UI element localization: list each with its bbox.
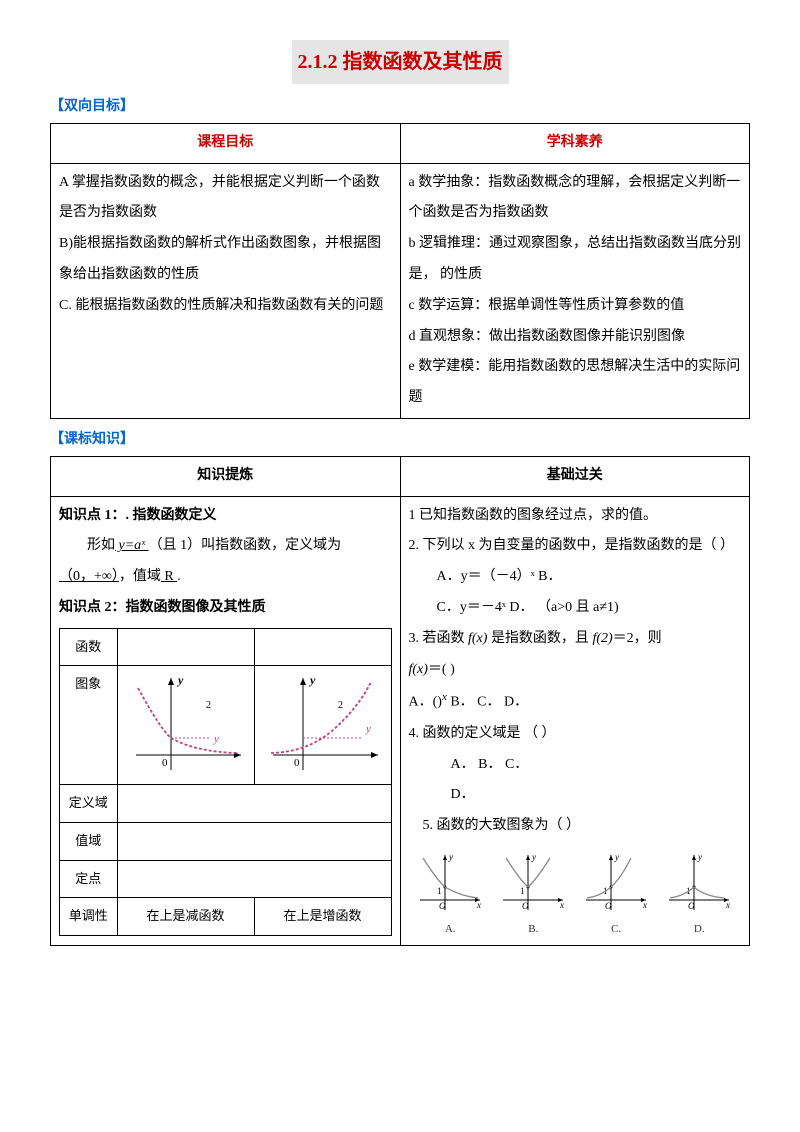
- section-2-label: 【课标知识】: [50, 425, 750, 456]
- svg-text:2: 2: [206, 700, 211, 711]
- q3-line2: f(x)＝( ): [409, 655, 742, 686]
- course-goal-cell: A 掌握指数函数的概念，并能根据定义判断一个函数是否为指数函数 B)能根据指数函…: [51, 163, 401, 418]
- opt-d-label: D.: [694, 917, 705, 941]
- row-point: 定点: [60, 860, 118, 898]
- kp1-formula: y=aˣ: [115, 538, 149, 553]
- q3-l2-end: ＝( ): [428, 662, 455, 677]
- graph-decreasing: y 0 y 2: [117, 666, 254, 785]
- q3-end: ＝2，则: [613, 631, 662, 646]
- row-increasing: 在上是增函数: [254, 898, 391, 936]
- kp1-title: 知识点 1：. 指数函数定义: [59, 501, 392, 532]
- svg-text:1: 1: [437, 886, 442, 896]
- q3-pre: 3. 若函数: [409, 631, 469, 646]
- kp1-domain: （0，+∞）: [59, 569, 119, 584]
- q3: 3. 若函数 f(x) 是指数函数，且 f(2)＝2，则: [409, 624, 742, 655]
- svg-text:O: O: [522, 901, 529, 911]
- q3-opt-a: A．(): [409, 695, 442, 710]
- opt-b-label: B.: [528, 917, 538, 941]
- kp1-text: 形如 y=aˣ （且 1）叫指数函数，定义域为 （0，+∞），值域 R .: [59, 531, 392, 593]
- goal-b: B)能根据指数函数的解析式作出函数图象，并根据图象给出指数函数的性质: [59, 229, 392, 291]
- q5-graphs: 1 O y x 1 O y x 1 O y x: [409, 850, 742, 915]
- q3-mid: 是指数函数，且: [487, 631, 592, 646]
- svg-text:O: O: [688, 901, 695, 911]
- kp1-range: R: [161, 569, 177, 584]
- lit-c: c 数学运算：根据单调性等性质计算参数的值: [409, 291, 742, 322]
- objectives-table: 课程目标 学科素养 A 掌握指数函数的概念，并能根据定义判断一个函数是否为指数函…: [50, 123, 750, 419]
- knowledge-table: 知识提炼 基础过关 知识点 1：. 指数函数定义 形如 y=aˣ （且 1）叫指…: [50, 456, 750, 946]
- row-monotonic: 单调性: [60, 898, 118, 936]
- svg-text:O: O: [605, 901, 612, 911]
- q4-opts: A． B． C．: [409, 750, 742, 781]
- graph-b: 1 O y x: [498, 850, 568, 915]
- svg-text:y: y: [531, 852, 536, 862]
- row-function: 函数: [60, 628, 118, 666]
- goal-a: A 掌握指数函数的概念，并能根据定义判断一个函数是否为指数函数: [59, 168, 392, 230]
- q3-opt-rest: B． C． D．: [447, 695, 528, 710]
- kp1-prefix: 形如: [87, 538, 115, 553]
- q2: 2. 下列以 x 为自变量的函数中，是指数函数的是（ ）: [409, 531, 742, 562]
- knowledge-cell: 知识点 1：. 指数函数定义 形如 y=aˣ （且 1）叫指数函数，定义域为 （0…: [51, 496, 401, 946]
- opt-a-label: A.: [445, 917, 456, 941]
- row-decreasing: 在上是减函数: [117, 898, 254, 936]
- row-range: 值域: [60, 822, 118, 860]
- lit-d: d 直观想象：做出指数函数图像并能识别图像: [409, 322, 742, 353]
- section-1-label: 【双向目标】: [50, 92, 750, 123]
- svg-text:x: x: [476, 900, 481, 910]
- q4-d: D．: [409, 780, 742, 811]
- literacy-cell: a 数学抽象：指数函数概念的理解，会根据定义判断一个函数是否为指数函数 b 逻辑…: [400, 163, 750, 418]
- graph-a: 1 O y x: [415, 850, 485, 915]
- goal-c: C. 能根据指数函数的性质解决和指数函数有关的问题: [59, 291, 392, 322]
- q2-opts-a: A．y＝（－4）ˣ B．: [409, 562, 742, 593]
- graph-d: 1O yx: [664, 850, 734, 915]
- svg-text:y: y: [213, 733, 219, 745]
- kp1-mid2: ，值域: [119, 569, 161, 584]
- q5: 5. 函数的大致图象为（ ）: [409, 811, 742, 842]
- svg-text:y: y: [448, 852, 453, 862]
- q3-opts: A．()x B． C． D．: [409, 685, 742, 718]
- svg-text:x: x: [725, 900, 730, 910]
- opt-c-label: C.: [611, 917, 621, 941]
- kp2-title: 知识点 2：指数函数图像及其性质: [59, 593, 392, 624]
- svg-text:y: y: [176, 673, 184, 687]
- svg-text:x: x: [559, 900, 564, 910]
- graph-c: 1O yx: [581, 850, 651, 915]
- graph-increasing: y 0 y 2: [254, 666, 391, 785]
- svg-text:1: 1: [520, 886, 525, 896]
- q4: 4. 函数的定义域是 （ ）: [409, 719, 742, 750]
- svg-text:x: x: [642, 900, 647, 910]
- svg-text:O: O: [439, 901, 446, 911]
- svg-text:0: 0: [162, 757, 168, 769]
- row-domain: 定义域: [60, 785, 118, 823]
- svg-text:y: y: [365, 723, 371, 735]
- svg-text:y: y: [308, 673, 316, 687]
- header-basics: 基础过关: [400, 456, 750, 496]
- q3-f2: f(2): [592, 631, 612, 646]
- svg-text:0: 0: [294, 757, 300, 769]
- q1: 1 已知指数函数的图象经过点，求的值。: [409, 501, 742, 532]
- header-course-goal: 课程目标: [51, 123, 401, 163]
- lit-a: a 数学抽象：指数函数概念的理解，会根据定义判断一个函数是否为指数函数: [409, 168, 742, 230]
- properties-table: 函数 图象 y 0 y: [59, 628, 392, 936]
- kp1-mid: （且 1）叫指数函数，定义域为: [149, 538, 342, 553]
- lit-e: e 数学建模：能用指数函数的思想解决生活中的实际问题: [409, 352, 742, 414]
- q2-opts-b: C．y＝－4ˣ D． （a>0 且 a≠1): [409, 593, 742, 624]
- lit-b: b 逻辑推理：通过观察图象，总结出指数函数当底分别是， 的性质: [409, 229, 742, 291]
- header-knowledge: 知识提炼: [51, 456, 401, 496]
- row-graph: 图象: [60, 666, 118, 785]
- q3-fx: f(x): [468, 631, 487, 646]
- svg-text:y: y: [697, 852, 702, 862]
- svg-text:2: 2: [338, 700, 343, 711]
- q3-l2-fx: f(x): [409, 662, 428, 677]
- basics-cell: 1 已知指数函数的图象经过点，求的值。 2. 下列以 x 为自变量的函数中，是指…: [400, 496, 750, 946]
- svg-text:y: y: [614, 852, 619, 862]
- page-title: 2.1.2 指数函数及其性质: [292, 40, 509, 84]
- header-subject-literacy: 学科素养: [400, 123, 750, 163]
- kp1-end: .: [177, 569, 181, 584]
- q5-labels: A. B. C. D.: [409, 917, 742, 941]
